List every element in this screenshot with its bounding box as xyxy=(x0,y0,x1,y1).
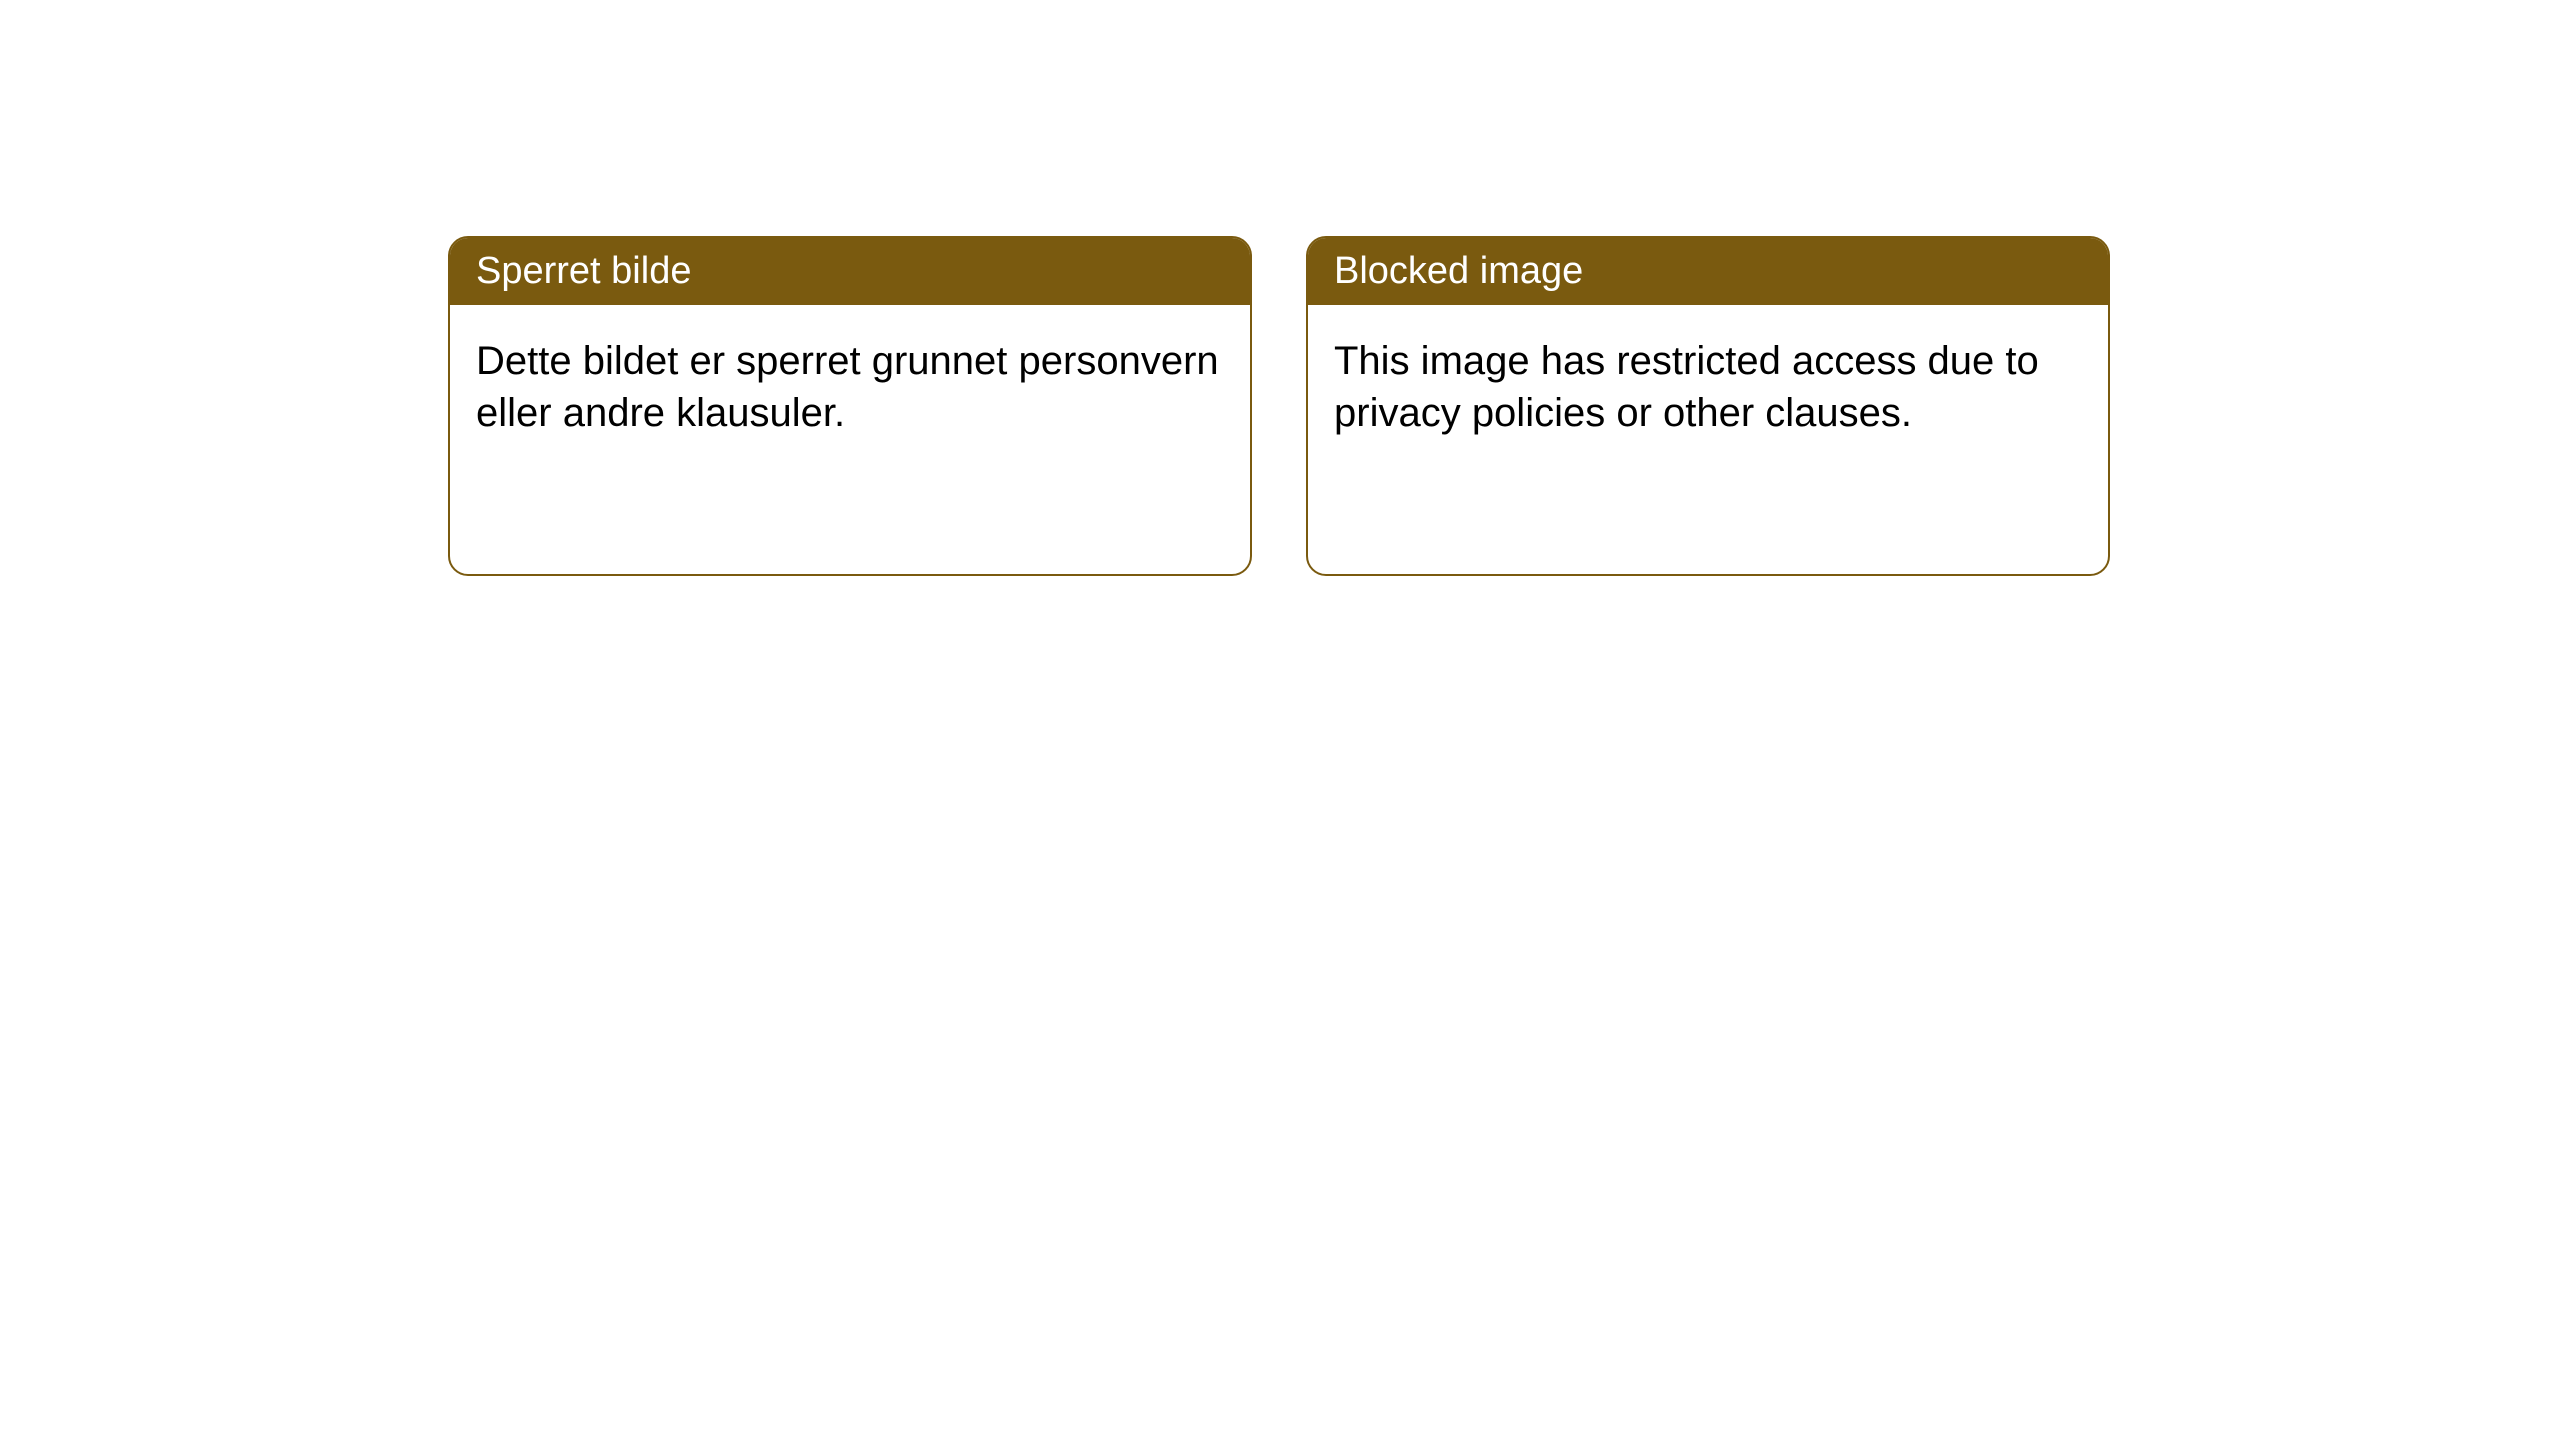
notice-text: This image has restricted access due to … xyxy=(1334,339,2039,435)
notice-card-english: Blocked image This image has restricted … xyxy=(1306,236,2110,576)
notice-body: Dette bildet er sperret grunnet personve… xyxy=(450,305,1250,469)
notice-text: Dette bildet er sperret grunnet personve… xyxy=(476,339,1219,435)
notice-header: Sperret bilde xyxy=(450,238,1250,305)
notice-body: This image has restricted access due to … xyxy=(1308,305,2108,469)
notice-header: Blocked image xyxy=(1308,238,2108,305)
notice-title: Sperret bilde xyxy=(476,250,691,292)
notice-container: Sperret bilde Dette bildet er sperret gr… xyxy=(0,0,2560,576)
notice-title: Blocked image xyxy=(1334,250,1583,292)
notice-card-norwegian: Sperret bilde Dette bildet er sperret gr… xyxy=(448,236,1252,576)
